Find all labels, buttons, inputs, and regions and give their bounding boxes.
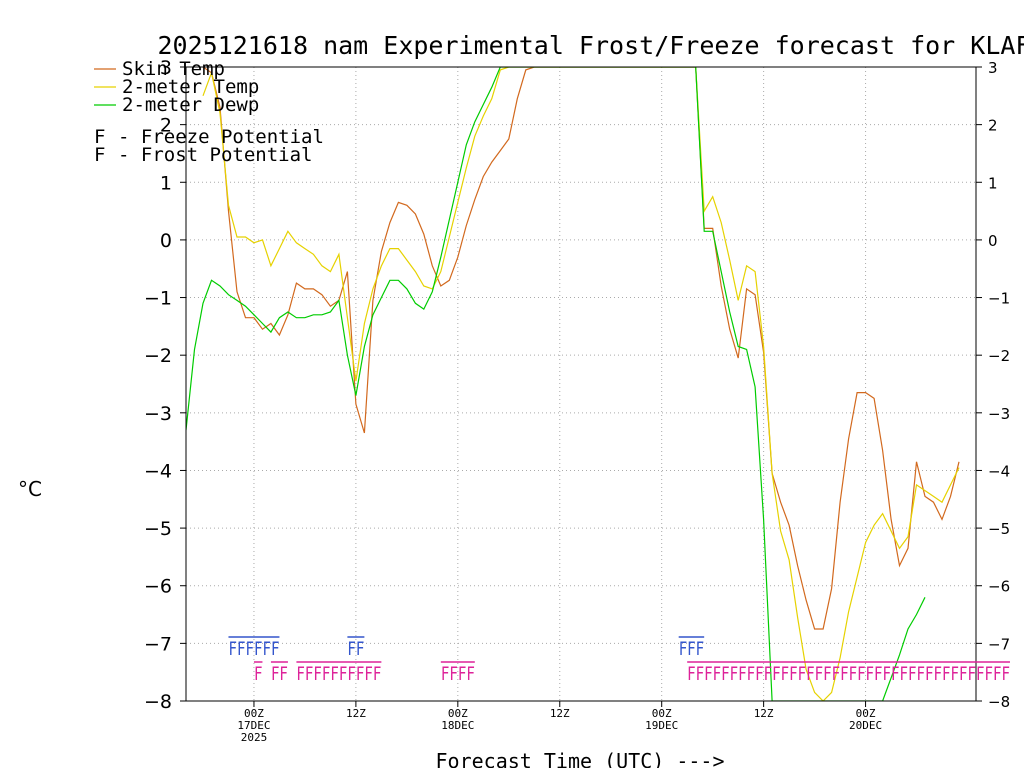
y-tick-label-left: −8	[144, 691, 172, 713]
grid	[186, 67, 976, 701]
plot-frame	[185, 66, 977, 702]
y-tick-label-right: 0	[988, 232, 998, 250]
freeze-flags: F	[254, 663, 262, 685]
freeze-flags: FFFF	[441, 663, 475, 685]
series-line-2-meter-dewp	[186, 67, 926, 701]
y-tick-label-right: −5	[988, 520, 1010, 538]
y-tick-label-right: −8	[988, 693, 1010, 711]
x-tick-label: 18DEC	[441, 719, 474, 732]
y-tick-label-left: 1	[160, 172, 172, 194]
x-tick-label: 12Z	[550, 707, 570, 720]
y-axis-label: °C	[18, 477, 42, 501]
freeze-flags: FFFFFFFFFF	[296, 663, 381, 685]
y-tick-label-left: 3	[160, 57, 172, 79]
legend-flag-symbol: F	[94, 126, 105, 148]
y-tick-label-right: 3	[988, 59, 998, 77]
frost-flags: FFF	[679, 638, 705, 660]
legend-flag-label: - Freeze Potential	[118, 126, 324, 148]
y-tick-label-right: −7	[988, 635, 1010, 653]
flag-rows: FFFFFF FF FFFF FF FFFFFFFFFF FFFF FFFFFFFFFFFF…	[228, 636, 1010, 685]
freeze-flags: FF	[271, 663, 288, 685]
x-tick-label: 12Z	[754, 707, 774, 720]
y-tick-label-left: −1	[144, 288, 172, 310]
y-tick-label-left: −6	[144, 576, 172, 598]
x-tick-label: 00Z	[652, 707, 672, 720]
y-tick-label-right: −3	[988, 405, 1010, 423]
legend-label: 2-meter Dewp	[122, 94, 259, 116]
x-tick-label: 12Z	[346, 707, 366, 720]
y-tick-label-left: −7	[144, 633, 172, 655]
x-axis-label: Forecast Time (UTC) --->	[436, 749, 725, 768]
y-axis: 3 3 2 2 1 1 0 0 −1 −1 −2 −2 −3 −3 −4 −4 −5 −5 −6 −6 −7 −7 −8 −8	[144, 57, 1010, 713]
legend-flag-label: - Frost Potential	[118, 144, 312, 166]
x-tick-label: 17DEC	[237, 719, 270, 732]
y-tick-label-left: −2	[144, 345, 172, 367]
y-tick-label-right: 2	[988, 117, 998, 135]
y-tick-label-right: −2	[988, 347, 1010, 365]
chart-title: 2025121618 nam Experimental Frost/Freeze…	[158, 31, 1024, 60]
x-tick-label: 00Z	[448, 707, 468, 720]
y-tick-label-left: 0	[160, 230, 172, 252]
legend-flag-symbol: F	[94, 144, 105, 166]
frost-flags: FFFFFF	[228, 638, 279, 660]
y-tick-label-right: −4	[988, 462, 1010, 480]
y-tick-label-right: −1	[988, 290, 1010, 308]
y-tick-label-left: −3	[144, 403, 172, 425]
y-tick-label-left: −5	[144, 518, 172, 540]
series-line-skin-temp	[202, 67, 960, 630]
legend-label: 2-meter Temp	[122, 76, 259, 98]
frost-flags: FF	[347, 638, 364, 660]
x-tick-label: 20DEC	[849, 719, 882, 732]
series-line-2-meter-temp	[202, 67, 960, 701]
legend-label: Skin Temp	[122, 58, 225, 80]
y-tick-label-left: 2	[160, 115, 172, 137]
x-tick-label: 19DEC	[645, 719, 678, 732]
y-tick-label-right: 1	[988, 174, 998, 192]
y-tick-label-left: −4	[144, 460, 172, 482]
x-tick-label: 00Z	[244, 707, 264, 720]
x-tick-label: 2025	[241, 731, 268, 744]
series-lines	[186, 67, 960, 701]
x-tick-label: 00Z	[856, 707, 876, 720]
y-tick-label-right: −6	[988, 578, 1010, 596]
freeze-flags: FFFFFFFFFFFFFFFFFFFFFFFFFFFFFFFFFFFFFF	[687, 663, 1010, 685]
